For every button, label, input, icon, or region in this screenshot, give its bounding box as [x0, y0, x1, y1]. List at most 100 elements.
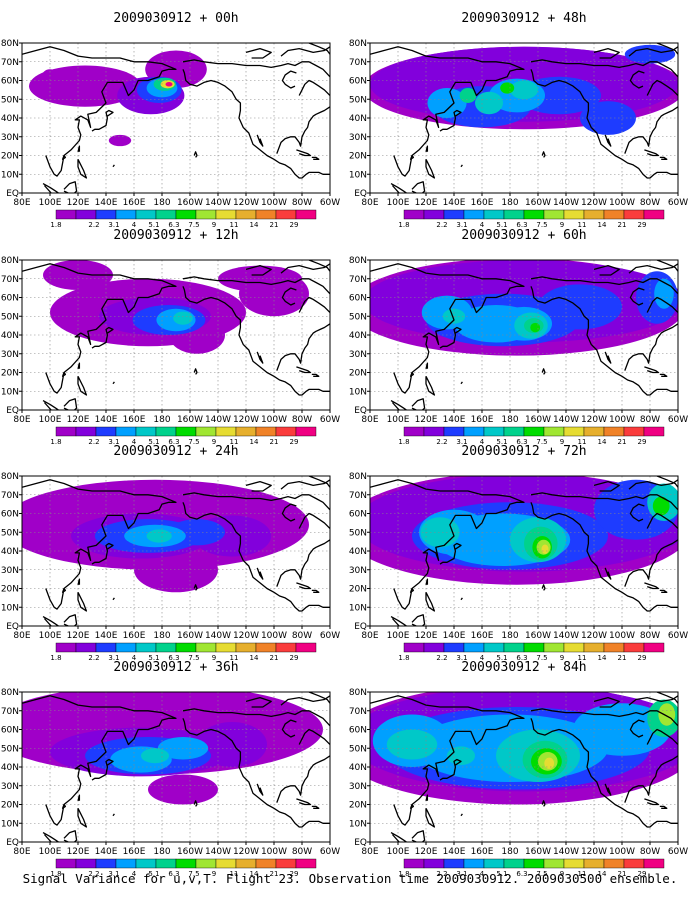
lon-tick-label: 160W: [525, 198, 551, 208]
coastline: [193, 800, 198, 807]
colorbar-label: 14: [598, 438, 607, 446]
coastline: [77, 808, 88, 828]
contour-region: [165, 82, 173, 87]
lon-tick-label: 100E: [39, 847, 62, 857]
colorbar-swatch: [255, 642, 277, 653]
colorbar-label: 11: [230, 438, 239, 446]
panel-title: 2009030912 + 84h: [461, 660, 586, 675]
colorbar-label: 2.2: [436, 870, 447, 878]
colorbar-swatch: [215, 642, 237, 653]
coastline: [425, 145, 429, 152]
coastline: [425, 592, 436, 612]
coastline: [646, 512, 678, 529]
colorbar-swatch: [55, 642, 77, 653]
lat-tick-label: 40N: [1, 114, 19, 124]
coastline: [425, 794, 429, 801]
coastline: [193, 584, 198, 591]
colorbar-swatch: [503, 209, 525, 220]
lat-tick-label: 20N: [1, 152, 19, 162]
coastline: [77, 578, 81, 585]
colorbar-label: 4: [480, 870, 485, 878]
lon-tick-label: 140E: [95, 631, 118, 641]
coastline: [541, 151, 546, 158]
gridlines: [22, 692, 330, 842]
lon-tick-label: 100E: [39, 415, 62, 425]
colorbar-swatch: [523, 642, 545, 653]
colorbar-label: 6.3: [516, 870, 527, 878]
contour-field: [370, 476, 678, 585]
coastline: [656, 43, 678, 55]
colorbar-label: 2.2: [436, 438, 447, 446]
contour-region: [658, 703, 676, 726]
coastline: [308, 260, 330, 272]
coastline: [530, 502, 678, 612]
lon-tick-label: 140E: [443, 198, 466, 208]
coastline: [659, 156, 668, 160]
colorbar-swatch: [603, 642, 625, 653]
lat-tick-label: 50N: [349, 744, 367, 754]
panel-title: 2009030912 + 36h: [113, 660, 238, 675]
colorbar-swatch: [295, 426, 317, 437]
contour-region: [218, 265, 302, 292]
coastline: [281, 503, 297, 522]
lon-tick-label: 100W: [261, 847, 287, 857]
colorbar-label: 7.5: [188, 654, 199, 662]
colorbar-label: 4: [132, 870, 137, 878]
lat-tick-label: 70N: [1, 275, 19, 285]
lat-tick-label: 20N: [349, 152, 367, 162]
lat-tick-label: 70N: [1, 58, 19, 68]
colorbar-swatch: [643, 858, 665, 869]
colorbar-label: 14: [250, 438, 259, 446]
coastline: [656, 260, 678, 272]
colorbar-swatch: [423, 426, 445, 437]
colorbar-label: 9: [212, 221, 216, 229]
lon-tick-label: 140E: [95, 847, 118, 857]
colorbar-label: 7.5: [536, 221, 547, 229]
contour-region: [148, 774, 218, 805]
lon-tick-label: 140E: [95, 198, 118, 208]
colorbar-swatch: [75, 209, 97, 220]
lon-tick-label: 100E: [387, 847, 410, 857]
contour-region: [544, 757, 555, 769]
lon-tick-label: 120E: [67, 415, 90, 425]
colorbar-label: 29: [290, 221, 299, 229]
colorbar-label: 7.5: [188, 438, 199, 446]
lat-tick-label: 50N: [1, 95, 19, 105]
contour-region: [500, 82, 515, 94]
colorbar-label: 4: [480, 438, 485, 446]
lat-tick-label: 80N: [1, 39, 19, 49]
lat-tick-label: EQ: [354, 838, 367, 848]
colorbar-label: 4: [480, 654, 485, 662]
coastline: [77, 794, 81, 801]
colorbar-swatch: [155, 858, 177, 869]
coastline: [370, 479, 525, 610]
coastline: [245, 264, 272, 276]
coastline: [460, 164, 463, 168]
colorbar-swatch: [235, 858, 257, 869]
lon-tick-label: 80E: [361, 631, 378, 641]
lon-tick-label: 100W: [609, 631, 635, 641]
coastline: [61, 155, 67, 160]
lat-tick-label: 20N: [1, 585, 19, 595]
lon-tick-label: 160E: [123, 631, 146, 641]
lon-tick-label: 80E: [13, 415, 30, 425]
coastline: [182, 59, 330, 78]
coastline: [624, 323, 678, 371]
gridlines: [22, 476, 330, 626]
colorbar-label: 11: [230, 654, 239, 662]
coastlines: [22, 692, 330, 842]
coastline: [604, 134, 612, 147]
gridlines: [370, 260, 678, 410]
lat-tick-label: 30N: [349, 350, 367, 360]
colorbar-label: 1.8: [398, 438, 409, 446]
colorbar-label: 14: [250, 654, 259, 662]
colorbar-label: 5.1: [496, 221, 507, 229]
coastline: [530, 276, 678, 295]
lon-tick-label: 160E: [123, 198, 146, 208]
colorbar-swatch: [175, 858, 197, 869]
colorbar-label: 1.8: [50, 221, 61, 229]
lon-tick-label: 140W: [553, 198, 579, 208]
coastline: [541, 584, 546, 591]
colorbar-label: 7.5: [536, 870, 547, 878]
lat-tick-label: 10N: [1, 387, 19, 397]
